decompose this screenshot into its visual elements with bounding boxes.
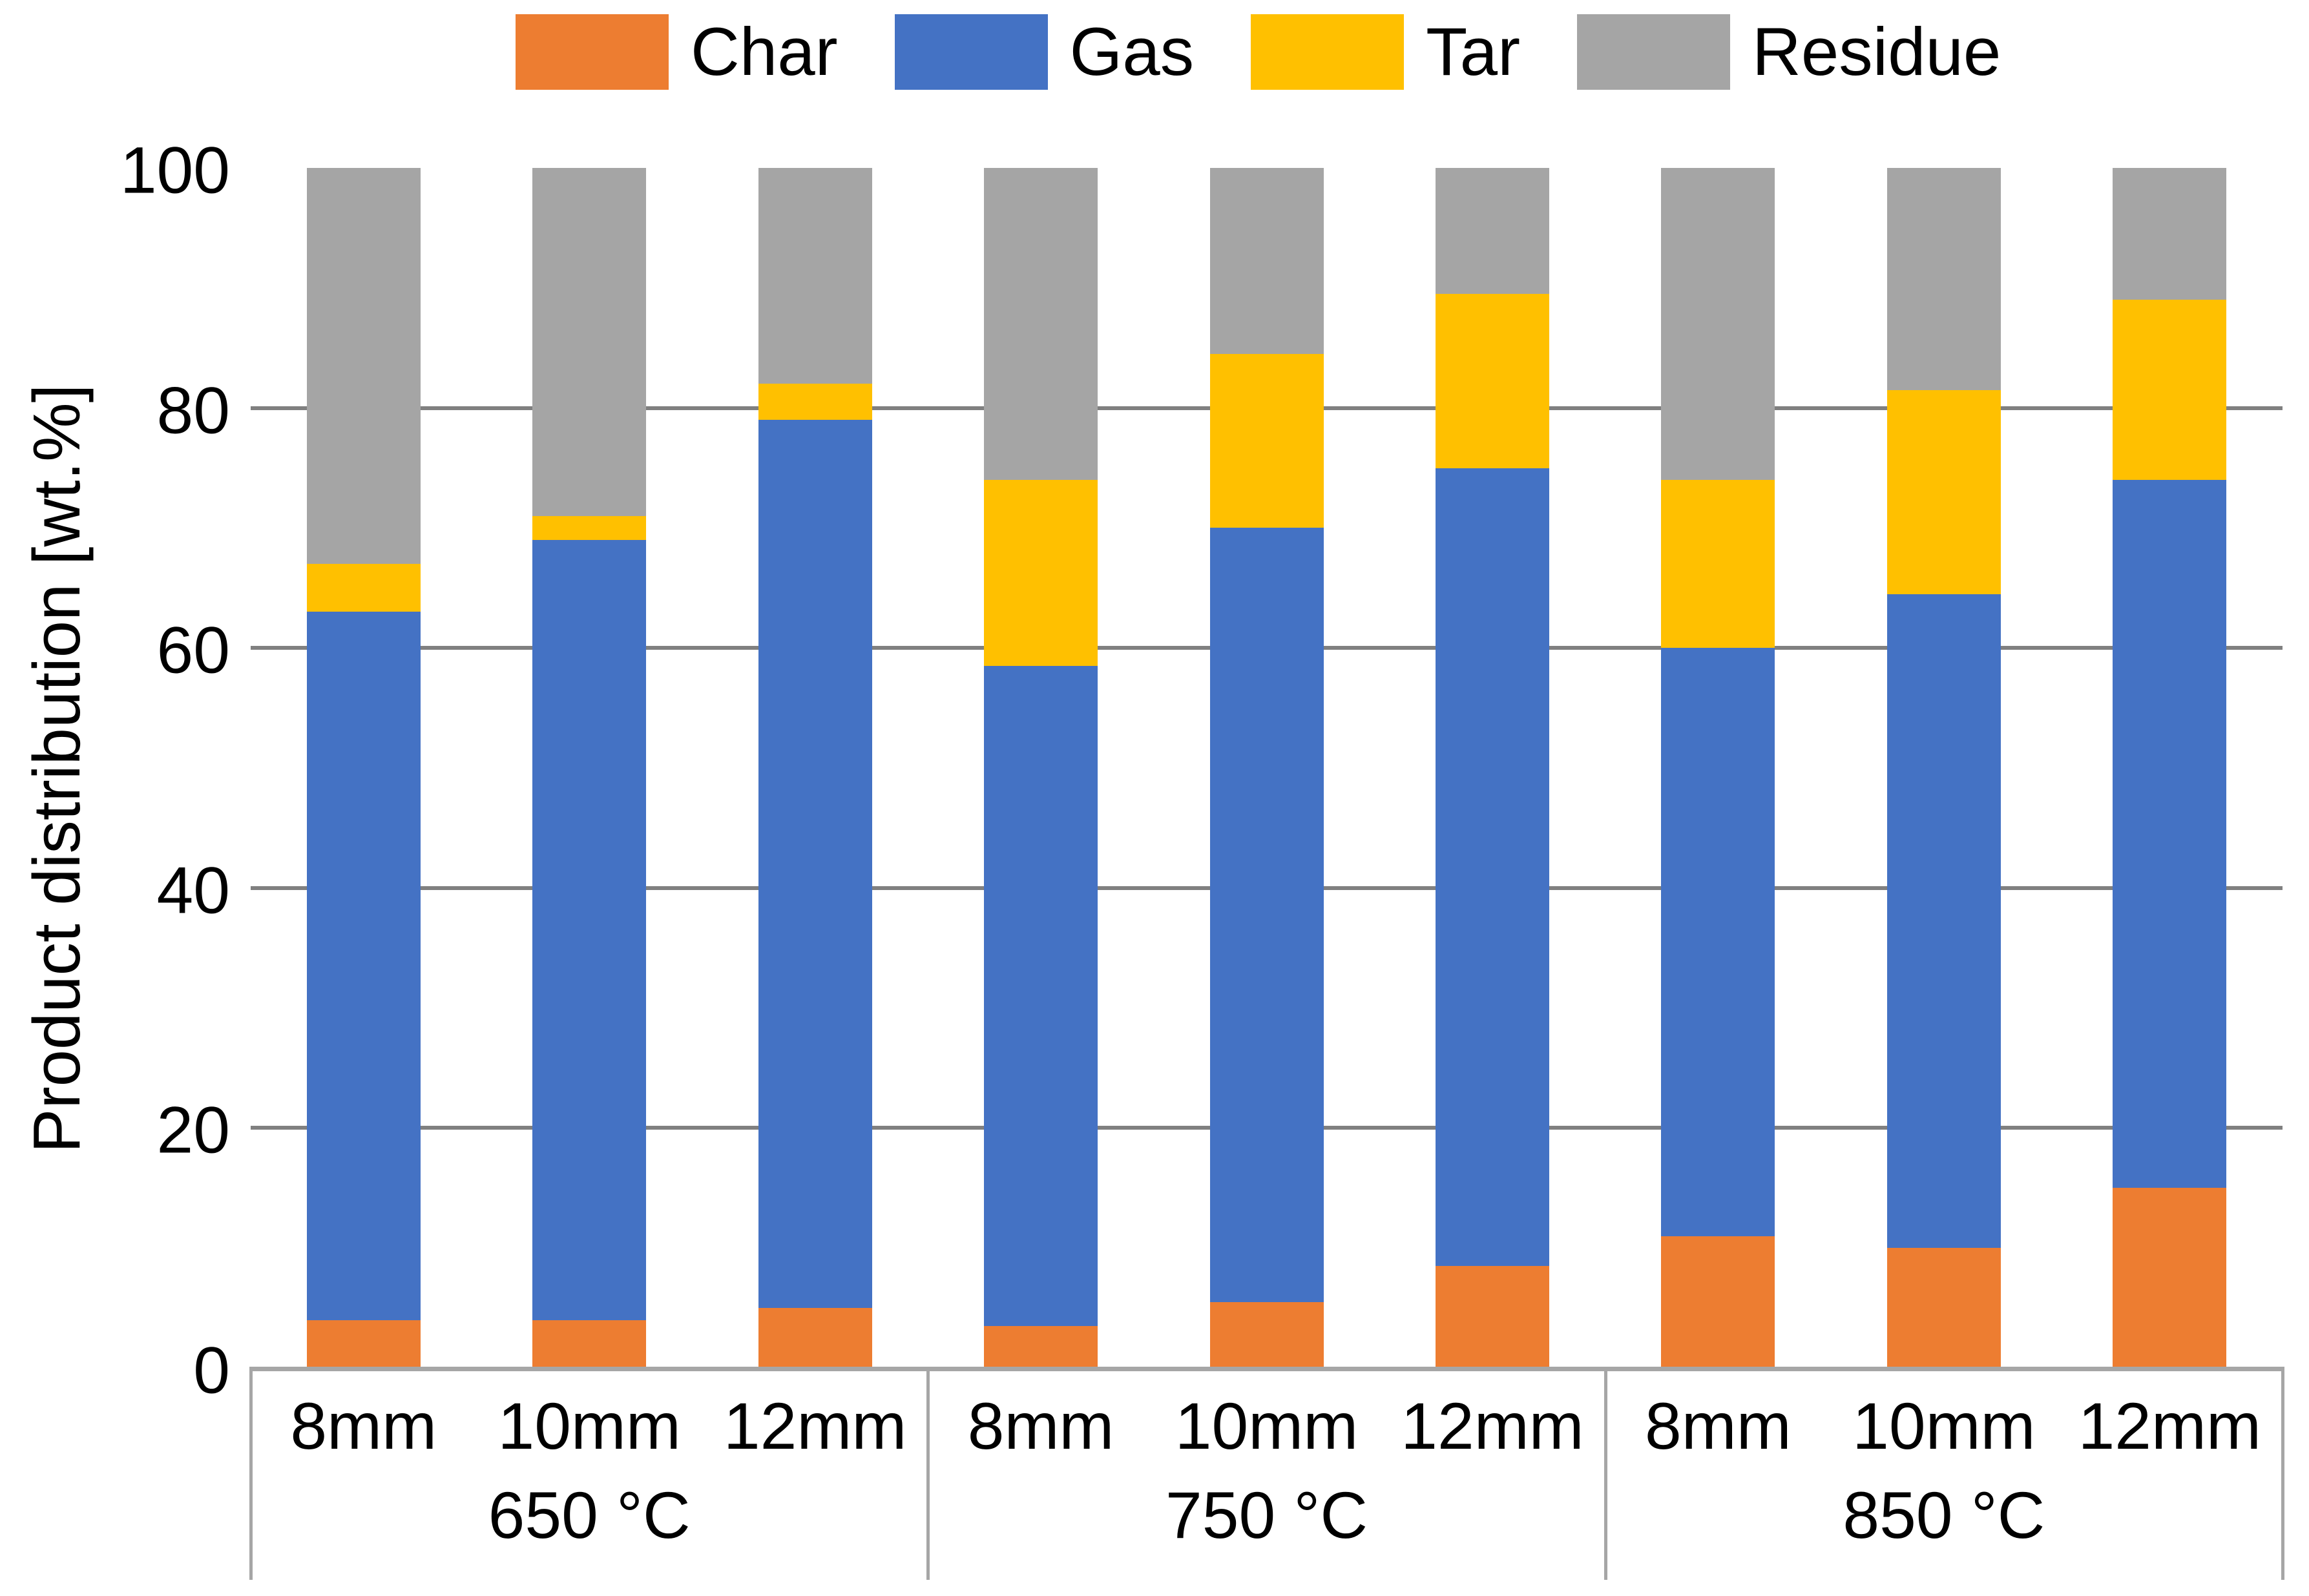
bar-segment-gas <box>532 540 647 1320</box>
y-tick-label-40: 40 <box>156 853 230 928</box>
y-tick-label-0: 0 <box>193 1333 230 1407</box>
bar-segment-tar <box>1435 294 1549 468</box>
bar-segment-residue <box>2113 168 2227 300</box>
x-category-label-2: 12mm <box>723 1389 907 1463</box>
bar-segment-gas <box>1435 468 1549 1267</box>
bar-segment-tar <box>306 564 421 612</box>
y-axis-title: Product distribution [wt.%] <box>19 384 94 1154</box>
bar-segment-tar <box>758 384 872 420</box>
x-category-label-6: 8mm <box>1645 1389 1792 1463</box>
y-tick-label-60: 60 <box>156 613 230 687</box>
x-group-label-2: 850 °C <box>1843 1478 2045 1552</box>
bar-segment-residue <box>306 168 421 565</box>
bar-segment-gas <box>1886 594 2001 1249</box>
bar-segment-residue <box>984 168 1098 481</box>
group-divider-2 <box>1604 1367 1607 1580</box>
bar-segment-char <box>532 1320 647 1368</box>
legend-item-tar: Tar <box>1251 14 1520 90</box>
bar-750°C-10mm <box>1209 168 1324 1368</box>
bar-segment-char <box>758 1308 872 1368</box>
legend-label-residue: Residue <box>1752 14 2001 90</box>
legend: Char Gas Tar Residue <box>516 14 2058 90</box>
bar-segment-char <box>1661 1236 1775 1368</box>
bar-segment-gas <box>1661 648 1775 1236</box>
legend-label-tar: Tar <box>1426 14 1521 90</box>
bar-750°C-8mm <box>984 168 1098 1368</box>
bar-segment-char <box>1435 1266 1549 1368</box>
legend-label-gas: Gas <box>1069 14 1195 90</box>
bar-650°C-12mm <box>758 168 872 1368</box>
legend-item-gas: Gas <box>894 14 1195 90</box>
bar-650°C-10mm <box>532 168 647 1368</box>
bar-segment-residue <box>758 168 872 384</box>
group-divider-1 <box>926 1367 930 1580</box>
bar-850°C-10mm <box>1886 168 2001 1368</box>
x-category-label-3: 8mm <box>967 1389 1114 1463</box>
group-divider-3 <box>2281 1367 2284 1580</box>
plot-area <box>251 168 2283 1368</box>
bar-segment-gas <box>984 666 1098 1326</box>
x-group-label-0: 650 °C <box>488 1478 691 1552</box>
bar-segment-char <box>1209 1301 1324 1368</box>
bar-segment-residue <box>1661 168 1775 481</box>
x-category-label-1: 10mm <box>497 1389 681 1463</box>
legend-swatch-tar <box>1251 14 1405 90</box>
legend-swatch-char <box>516 14 669 90</box>
y-tick-label-20: 20 <box>156 1093 230 1167</box>
bar-650°C-8mm <box>306 168 421 1368</box>
bar-segment-gas <box>1209 528 1324 1302</box>
bar-segment-residue <box>1886 168 2001 390</box>
bar-segment-gas <box>758 420 872 1309</box>
x-group-label-1: 750 °C <box>1165 1478 1368 1552</box>
legend-item-residue: Residue <box>1577 14 2001 90</box>
bar-segment-tar <box>1661 480 1775 648</box>
bar-segment-residue <box>532 168 647 516</box>
bar-segment-residue <box>1209 168 1324 354</box>
bar-segment-residue <box>1435 168 1549 295</box>
x-axis-line <box>251 1367 2283 1371</box>
x-category-label-0: 8mm <box>290 1389 437 1463</box>
y-tick-label-100: 100 <box>120 133 230 207</box>
bar-segment-char <box>1886 1248 2001 1368</box>
bar-750°C-12mm <box>1435 168 1549 1368</box>
bar-segment-tar <box>2113 300 2227 481</box>
x-category-label-5: 12mm <box>1401 1389 1584 1463</box>
bar-850°C-12mm <box>2113 168 2227 1368</box>
bar-segment-gas <box>306 612 421 1320</box>
legend-label-char: Char <box>691 14 838 90</box>
bar-850°C-8mm <box>1661 168 1775 1368</box>
legend-swatch-gas <box>894 14 1048 90</box>
bar-segment-tar <box>1209 354 1324 528</box>
bar-segment-tar <box>1886 389 2001 594</box>
bar-segment-gas <box>2113 480 2227 1188</box>
x-category-label-8: 12mm <box>2078 1389 2261 1463</box>
y-tick-label-80: 80 <box>156 373 230 448</box>
x-category-label-7: 10mm <box>1852 1389 2036 1463</box>
bar-segment-char <box>306 1320 421 1368</box>
legend-swatch-residue <box>1577 14 1731 90</box>
bar-segment-tar <box>984 480 1098 667</box>
bar-segment-char <box>984 1325 1098 1368</box>
x-category-label-4: 10mm <box>1175 1389 1359 1463</box>
group-divider-0 <box>249 1367 253 1580</box>
bar-segment-char <box>2113 1188 2227 1368</box>
legend-item-char: Char <box>516 14 838 90</box>
bar-segment-tar <box>532 515 647 540</box>
